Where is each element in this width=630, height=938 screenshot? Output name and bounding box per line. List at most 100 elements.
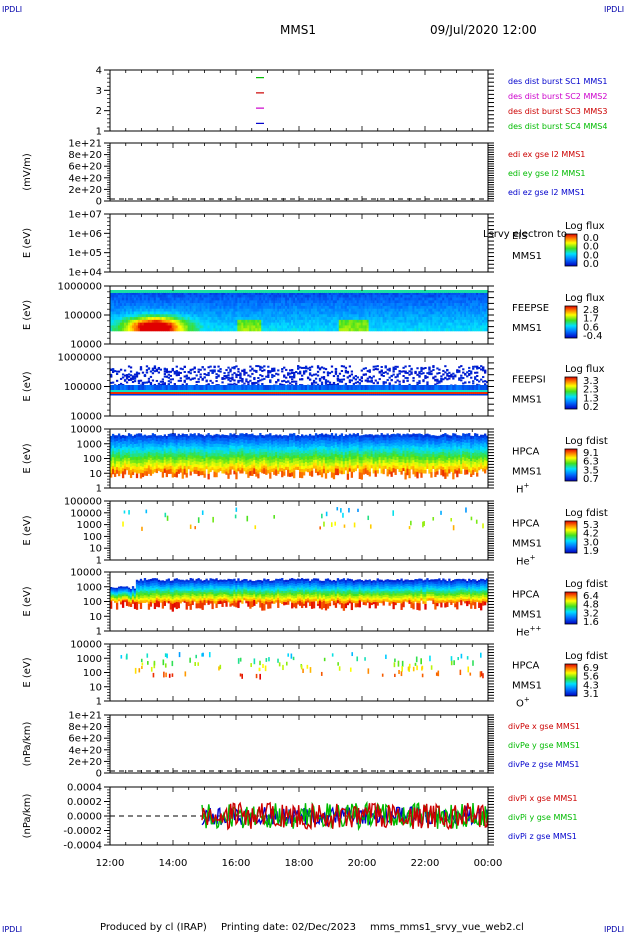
heatmap-cell	[215, 314, 217, 317]
heatmap-cell	[414, 317, 416, 320]
heatmap-cell	[158, 317, 160, 320]
heatmap-cell	[396, 376, 398, 378]
heatmap-cell	[337, 390, 339, 392]
heatmap-cell	[207, 394, 209, 396]
heatmap-cell	[402, 314, 404, 317]
heatmap-cell	[428, 295, 430, 298]
heatmap-cell	[341, 385, 343, 390]
heatmap-cell	[402, 298, 404, 301]
heatmap-cell	[279, 392, 281, 394]
heatmap-cell	[432, 303, 434, 306]
heatmap-cell	[426, 312, 428, 315]
heatmap-cell	[448, 325, 450, 328]
heatmap-cell	[297, 325, 299, 328]
heatmap-cell	[209, 290, 211, 293]
heatmap-cell	[118, 328, 120, 331]
heatmap-cell	[176, 309, 178, 312]
heatmap-cell	[251, 312, 253, 315]
heatmap-cell	[315, 385, 317, 390]
heatmap-cell	[327, 314, 329, 317]
heatmap-cell	[460, 392, 462, 394]
heatmap-cell	[444, 290, 446, 293]
heatmap-cell	[444, 371, 446, 373]
heatmap-cell	[275, 312, 277, 315]
heatmap-cell	[377, 328, 379, 331]
heatmap-cell	[202, 298, 204, 301]
heatmap-cell	[307, 328, 309, 331]
heatmap-cell	[474, 372, 476, 374]
heatmap-cell	[323, 290, 325, 293]
heatmap-cell	[422, 295, 424, 298]
heatmap-cell	[273, 375, 275, 377]
heatmap-cell	[400, 300, 402, 303]
heatmap-cell	[154, 320, 156, 323]
heatmap-cell	[184, 317, 186, 320]
heatmap-cell	[118, 390, 120, 392]
heatmap-cell	[243, 383, 245, 385]
heatmap-cell	[192, 368, 194, 370]
heatmap-cell	[444, 325, 446, 328]
heatmap-cell	[114, 317, 116, 320]
heatmap-cell	[281, 312, 283, 315]
heatmap-cell	[476, 325, 478, 328]
heatmap-cell	[317, 385, 319, 390]
heatmap-cell	[134, 328, 136, 331]
heatmap-cell	[299, 328, 301, 331]
heatmap-cell	[450, 320, 452, 323]
heatmap-cell	[416, 382, 418, 384]
heatmap-cell	[154, 365, 156, 367]
heatmap-cell	[265, 314, 267, 317]
heatmap-cell	[470, 392, 472, 394]
heatmap-cell	[444, 390, 446, 392]
heatmap-cell	[202, 390, 204, 392]
heatmap-cell	[466, 306, 468, 309]
heatmap-cell	[263, 306, 265, 309]
heatmap-cell	[205, 392, 207, 394]
heatmap-cell	[383, 392, 385, 394]
heatmap-cell	[402, 328, 404, 331]
heatmap-cell	[188, 377, 190, 379]
heatmap-cell	[313, 306, 315, 309]
panel-frame	[110, 70, 488, 131]
heatmap-cell	[154, 306, 156, 309]
heatmap-cell	[365, 367, 367, 369]
heatmap-cell	[329, 325, 331, 328]
heatmap-cell	[428, 392, 430, 394]
heatmap-cell	[329, 392, 331, 394]
heatmap-cell	[343, 309, 345, 312]
heatmap-cell	[420, 298, 422, 301]
heatmap-cell	[140, 317, 142, 320]
heatmap-cell	[327, 390, 329, 392]
heatmap-cell	[335, 373, 337, 375]
heatmap-cell	[363, 303, 365, 306]
heatmap-cell	[265, 309, 267, 312]
heatmap-cell	[275, 394, 277, 396]
heatmap-cell	[468, 300, 470, 303]
heatmap-cell	[448, 394, 450, 396]
heatmap-cell	[412, 392, 414, 394]
heatmap-cell	[122, 290, 124, 293]
heatmap-cell	[247, 323, 249, 326]
heatmap-cell	[166, 385, 168, 390]
heatmap-cell	[315, 325, 317, 328]
heatmap-cell	[150, 309, 152, 312]
heatmap-cell	[172, 312, 174, 315]
heatmap-cell	[321, 382, 323, 384]
heatmap-cell	[375, 320, 377, 323]
heatmap-cell	[470, 317, 472, 320]
heatmap-cell	[414, 323, 416, 326]
heatmap-cell	[249, 295, 251, 298]
heatmap-cell	[462, 320, 464, 323]
heatmap-cell	[251, 394, 253, 396]
heatmap-cell	[410, 394, 412, 396]
heatmap-cell	[297, 392, 299, 394]
heatmap-cell	[422, 323, 424, 326]
heatmap-cell	[396, 290, 398, 293]
heatmap-cell	[176, 374, 178, 376]
heatmap-cell	[287, 306, 289, 309]
heatmap-cell	[335, 370, 337, 372]
heatmap-cell	[452, 314, 454, 317]
heatmap-cell	[186, 290, 188, 293]
heatmap-cell	[345, 309, 347, 312]
heatmap-cell	[422, 379, 424, 381]
